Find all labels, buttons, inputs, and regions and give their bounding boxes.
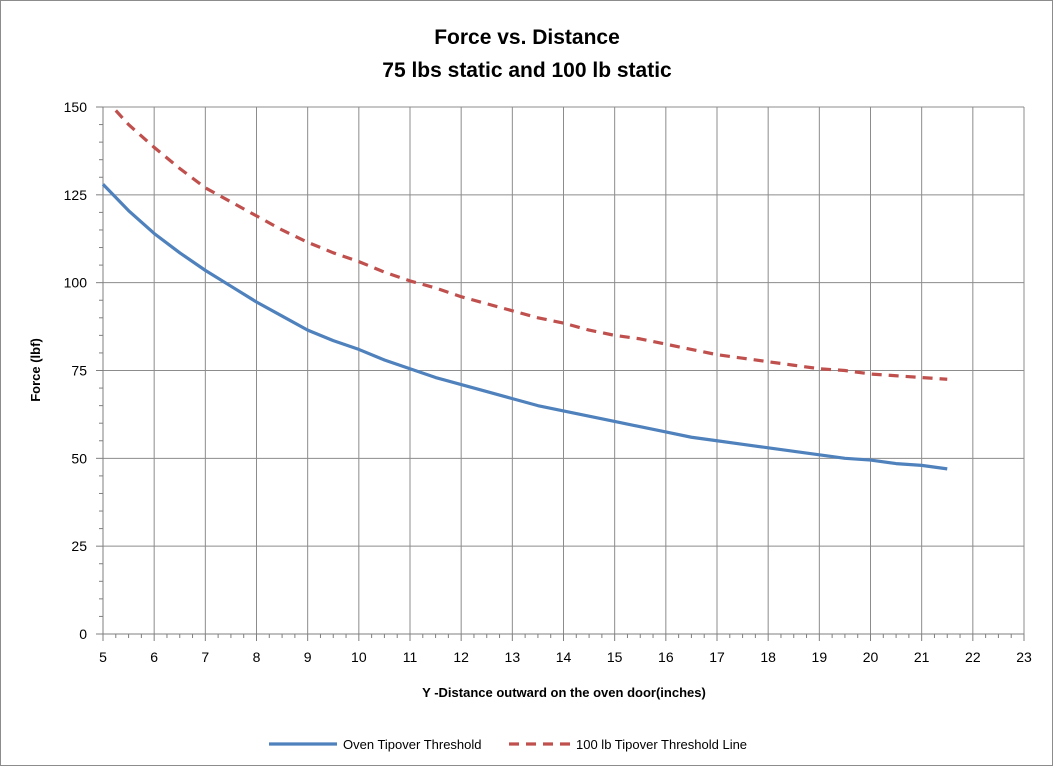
y-tick-label: 125 [64, 187, 88, 203]
axes-layer: 5 6 7 8 9 10 11 12 13 14 15 16 17 18 19 20 21 22 23 0 25 50 75… [64, 99, 1032, 665]
x-tick-label: 7 [201, 649, 209, 665]
legend: Oven Tipover Threshold 100 lb Tipover Thr… [269, 737, 747, 752]
legend-label-1: Oven Tipover Threshold [343, 737, 482, 752]
x-axis-title: Y -Distance outward on the oven door(inc… [422, 685, 706, 700]
chart-title: Force vs. Distance [434, 26, 620, 49]
x-tick-label: 9 [304, 649, 312, 665]
x-tick-label: 13 [505, 649, 521, 665]
x-tick-label: 19 [812, 649, 828, 665]
x-tick-label: 14 [556, 649, 572, 665]
y-axis-title: Force (lbf) [28, 338, 43, 402]
grid-layer [103, 106, 1025, 634]
x-tick-label: 20 [863, 649, 879, 665]
y-tick-label: 50 [71, 450, 87, 466]
y-tick-label: 75 [71, 363, 87, 379]
x-tick-label: 12 [453, 649, 469, 665]
x-tick-label: 10 [351, 649, 367, 665]
x-tick-label: 15 [607, 649, 623, 665]
y-tick-label: 150 [64, 99, 88, 115]
y-tick-label: 25 [71, 538, 87, 554]
x-tick-label: 6 [150, 649, 158, 665]
x-tick-label: 16 [658, 649, 674, 665]
y-tick-label: 0 [79, 626, 87, 642]
chart-subtitle: 75 lbs static and 100 lb static [382, 59, 672, 82]
x-tick-label: 17 [709, 649, 725, 665]
series-line-2 [114, 109, 948, 381]
x-tick-label: 22 [965, 649, 981, 665]
x-tick-label: 8 [253, 649, 261, 665]
x-tick-label: 11 [403, 649, 418, 665]
x-tick-label: 21 [914, 649, 930, 665]
series-line-1 [101, 183, 948, 471]
x-tick-label: 18 [760, 649, 776, 665]
x-tick-label: 23 [1016, 649, 1032, 665]
x-tick-label: 5 [99, 649, 107, 665]
legend-label-2: 100 lb Tipover Threshold Line [576, 737, 747, 752]
y-tick-label: 100 [64, 275, 88, 291]
series-layer [101, 109, 948, 471]
